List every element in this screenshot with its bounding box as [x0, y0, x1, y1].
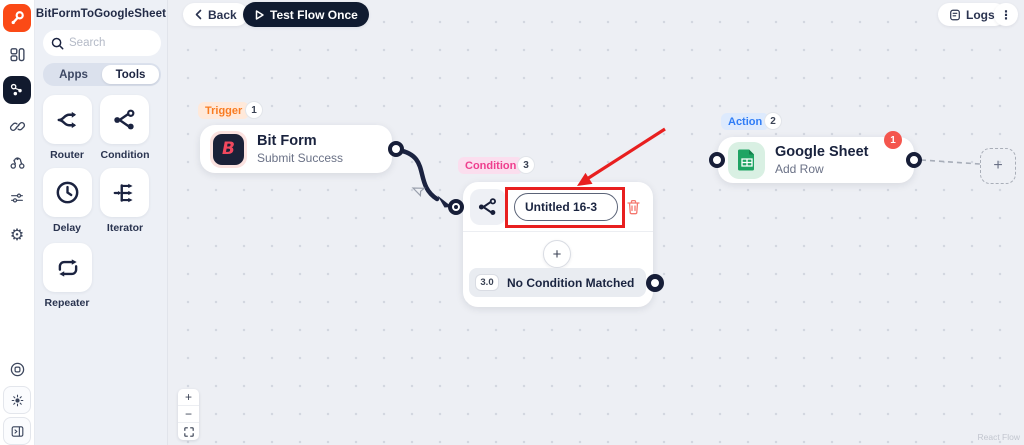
flow-title: BitFormToGoogleSheet	[35, 8, 167, 20]
rail-settings-sliders-button[interactable]	[3, 184, 31, 212]
action-event-name: Add Row	[775, 161, 824, 176]
iterator-icon	[113, 183, 133, 202]
repeater-icon	[58, 258, 77, 277]
bit-form-icon: B	[210, 130, 247, 168]
no-condition-matched-row[interactable]: 3.0 No Condition Matched	[469, 268, 646, 297]
action-badge: Action	[721, 113, 770, 130]
logs-label: Logs	[966, 7, 995, 22]
sun-icon	[11, 394, 23, 406]
tab-apps[interactable]: Apps	[59, 68, 88, 81]
app-rail: ⚙	[0, 0, 35, 445]
tool-label-router: Router	[50, 149, 84, 161]
tool-card-delay[interactable]	[43, 168, 92, 217]
rail-connections-button[interactable]	[3, 112, 31, 140]
condition-count-badge: 3	[517, 156, 535, 174]
condition-input-handle[interactable]	[448, 199, 464, 215]
fit-view-button[interactable]	[178, 423, 199, 440]
chevron-left-icon	[195, 9, 202, 20]
gear-icon: ⚙	[9, 224, 25, 244]
tool-card-iterator[interactable]	[100, 168, 149, 217]
fallback-label: No Condition Matched	[507, 275, 635, 290]
action-notification-badge: 1	[884, 131, 902, 149]
action-node-google-sheet[interactable]: Google Sheet Add Row	[718, 137, 914, 183]
react-flow-attribution: React Flow	[977, 432, 1020, 442]
panel-tabs: Apps Tools	[43, 63, 161, 86]
logs-button[interactable]: Logs	[938, 3, 1006, 26]
action-app-name: Google Sheet	[775, 144, 869, 161]
tools-panel: BitFormToGoogleSheet Apps Tools Router	[35, 0, 168, 445]
trigger-node-text: Bit Form Submit Success	[257, 132, 343, 165]
rail-webhook-button[interactable]	[3, 148, 31, 176]
bit-apps-logo[interactable]	[3, 4, 31, 32]
trigger-event-name: Submit Success	[257, 150, 344, 165]
fallback-index-badge: 3.0	[475, 274, 499, 291]
delete-condition-icon[interactable]	[626, 199, 641, 215]
search-box[interactable]	[43, 30, 161, 56]
action-node-text: Google Sheet Add Row	[775, 143, 868, 176]
zoom-out-button[interactable]: −	[178, 406, 199, 423]
condition-node[interactable]: + 3.0 No Condition Matched	[463, 182, 653, 307]
ghost-add-node-button[interactable]: +	[980, 148, 1016, 184]
rail-flows-button[interactable]	[3, 76, 31, 104]
rail-gear-button[interactable]: ⚙	[3, 220, 31, 248]
search-icon	[51, 37, 64, 49]
condition-name-input[interactable]	[514, 192, 618, 221]
logs-icon	[950, 9, 960, 20]
back-button[interactable]: Back	[183, 3, 248, 26]
test-flow-once-button[interactable]: Test Flow Once	[243, 2, 369, 27]
tool-label-delay: Delay	[52, 222, 82, 234]
rail-support-button[interactable]	[3, 355, 31, 383]
back-label: Back	[208, 7, 237, 22]
google-sheet-icon	[728, 141, 765, 179]
fit-view-icon	[183, 426, 194, 437]
condition-icon	[113, 109, 134, 129]
condition-fallback-output-handle[interactable]	[646, 274, 664, 292]
support-icon	[10, 362, 24, 376]
tool-label-repeater: Repeater	[44, 297, 90, 309]
zoom-in-button[interactable]: +	[178, 389, 199, 406]
action-output-handle[interactable]	[906, 152, 922, 168]
kebab-icon: ⋮	[1000, 7, 1012, 22]
router-icon	[57, 111, 76, 128]
dashboard-icon	[9, 47, 25, 61]
trigger-badge: Trigger	[198, 102, 250, 119]
sliders-icon	[11, 193, 23, 203]
collapse-panel-button[interactable]	[3, 417, 31, 445]
trigger-output-handle[interactable]	[388, 141, 404, 157]
bit-form-logo-letter: B	[213, 133, 244, 165]
test-flow-once-label: Test Flow Once	[270, 7, 358, 22]
tool-label-iterator: Iterator	[106, 222, 144, 234]
more-menu-button[interactable]: ⋮	[994, 3, 1018, 26]
tool-card-condition[interactable]	[100, 95, 149, 144]
canvas-controls: + −	[178, 389, 199, 440]
condition-badge: Condition	[458, 157, 524, 174]
condition-branch-icon	[470, 188, 506, 225]
theme-toggle-button[interactable]	[3, 386, 31, 414]
action-count-badge: 2	[764, 112, 782, 130]
trigger-count-badge: 1	[245, 101, 263, 119]
link-icon	[9, 121, 25, 131]
add-condition-button[interactable]: +	[543, 240, 571, 268]
tab-tools[interactable]: Tools	[102, 65, 159, 84]
rail-dashboard-button[interactable]	[3, 40, 31, 68]
webhook-icon	[9, 156, 25, 169]
action-input-handle[interactable]	[709, 152, 725, 168]
delay-icon	[56, 181, 79, 204]
collapse-panel-icon	[11, 425, 23, 437]
search-input[interactable]	[69, 37, 147, 49]
condition-header	[463, 182, 653, 232]
flows-icon	[10, 83, 22, 96]
trigger-app-name: Bit Form	[257, 133, 317, 150]
trigger-node-bit-form[interactable]: B Bit Form Submit Success	[200, 125, 392, 173]
tool-label-condition: Condition	[100, 149, 150, 161]
play-icon	[255, 9, 264, 20]
tool-card-repeater[interactable]	[43, 243, 92, 292]
tool-card-router[interactable]	[43, 95, 92, 144]
